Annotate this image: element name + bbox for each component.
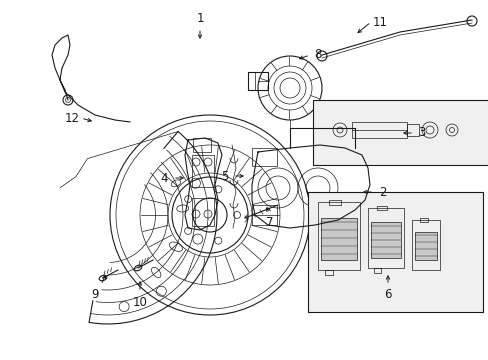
Text: 8: 8: [314, 49, 321, 62]
Bar: [247, 72, 267, 90]
Bar: [193, 138, 210, 152]
Bar: [317, 202, 359, 270]
Bar: [320, 218, 356, 260]
Bar: [367, 208, 403, 268]
Text: 7: 7: [265, 216, 273, 229]
Text: 11: 11: [372, 15, 386, 28]
Bar: [419, 218, 427, 222]
Text: 12: 12: [64, 112, 80, 125]
Text: 1: 1: [196, 12, 203, 24]
Text: 4: 4: [160, 171, 167, 184]
Bar: [370, 222, 400, 258]
Bar: [192, 155, 214, 187]
Bar: [411, 220, 439, 270]
Text: 3: 3: [417, 126, 425, 139]
Bar: [351, 122, 406, 138]
Text: 9: 9: [91, 288, 99, 302]
Bar: [251, 148, 276, 166]
Bar: [307, 192, 482, 312]
Bar: [328, 200, 340, 205]
Bar: [376, 206, 386, 210]
Bar: [373, 268, 380, 273]
Text: 5: 5: [221, 170, 228, 183]
Bar: [406, 124, 418, 136]
Text: 2: 2: [379, 185, 386, 198]
Bar: [414, 232, 436, 260]
Bar: [325, 270, 332, 275]
Bar: [312, 100, 488, 165]
Text: 10: 10: [132, 296, 147, 309]
Bar: [192, 198, 214, 226]
Bar: [251, 205, 276, 225]
Text: 6: 6: [384, 288, 391, 302]
